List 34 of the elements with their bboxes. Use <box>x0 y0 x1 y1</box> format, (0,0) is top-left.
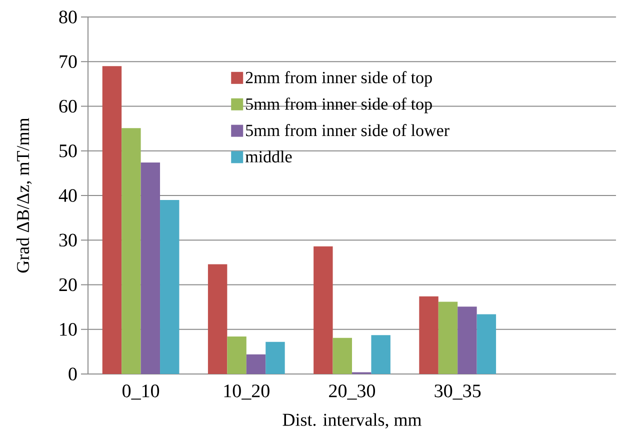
x-tick-label: 10_20 <box>224 384 270 400</box>
y-axis-title: Grad ΔB/Δz, mT/mm <box>16 118 32 273</box>
x-tick-label: 20_30 <box>329 384 376 400</box>
bar <box>227 336 246 374</box>
y-tick-label: 80 <box>59 10 77 24</box>
y-tick-label: 10 <box>60 322 77 336</box>
legend-label: 5mm from inner side of lower <box>246 124 450 136</box>
y-tick-label: 30 <box>59 234 77 247</box>
bar <box>102 66 122 374</box>
bar <box>246 354 266 374</box>
bar <box>476 314 496 374</box>
legend-label: 5mm from inner side of top <box>246 98 432 114</box>
y-tick-label: 50 <box>60 144 77 158</box>
y-tick-label: 40 <box>58 189 77 202</box>
bar <box>208 264 228 374</box>
x-tick-label: 30_35 <box>434 384 481 400</box>
bar <box>160 200 180 374</box>
bar <box>458 306 477 374</box>
bar <box>122 128 141 374</box>
bar <box>371 335 390 374</box>
bar <box>266 342 285 374</box>
bar <box>438 302 458 374</box>
y-tick-label: 60 <box>59 100 77 113</box>
y-tick-label: 20 <box>59 278 77 292</box>
bar <box>140 162 160 374</box>
y-tick-label: 0 <box>68 368 77 380</box>
x-tick-label: 0_10 <box>122 384 160 400</box>
y-tick-label: 70 <box>60 55 77 68</box>
bar <box>332 338 352 374</box>
x-axis-title: Dist. intervals, mm <box>282 413 422 428</box>
legend-label: middle <box>245 150 292 162</box>
bar <box>419 296 438 374</box>
legend-label: 2mm from inner side of top <box>246 71 432 87</box>
bar <box>314 246 333 374</box>
